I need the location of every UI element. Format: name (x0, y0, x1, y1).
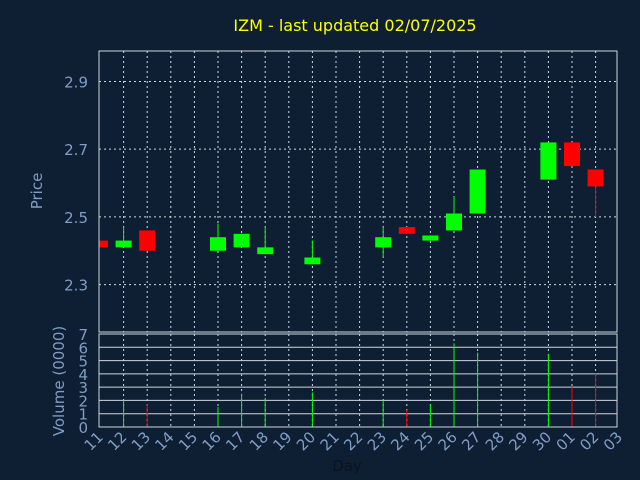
x-tick-label: 30 (529, 428, 555, 454)
candle-body (99, 240, 108, 248)
candle-18 (257, 227, 274, 255)
x-tick-label: 15 (175, 428, 201, 454)
candle-body (139, 230, 156, 251)
x-tick-label: 29 (505, 428, 531, 454)
candle-17 (233, 233, 250, 248)
candle-24 (398, 227, 415, 234)
candle-12 (115, 227, 132, 248)
x-tick-label: 14 (151, 428, 177, 454)
candle-body (422, 235, 439, 241)
volume-y-tick-label: 5 (78, 353, 88, 371)
candle-11 (99, 240, 108, 248)
price-plot-frame (98, 50, 618, 333)
candle-body (587, 169, 604, 187)
x-tick-label: 21 (317, 428, 343, 454)
price-y-tick-label: 2.3 (64, 277, 88, 295)
volume-y-tick-label: 1 (78, 406, 88, 424)
x-tick-label: 25 (411, 428, 437, 454)
x-tick-label: 26 (435, 428, 461, 454)
chart-title: IZM - last updated 02/07/2025 (233, 16, 476, 35)
x-axis-label: Day (332, 457, 362, 475)
candle-body (210, 237, 226, 251)
price-gridlines (99, 51, 617, 332)
x-tick-label: 01 (553, 428, 579, 454)
volume-plot-frame (98, 333, 618, 428)
candle-body (446, 213, 462, 231)
volume-y-axis-label: Volume (0000) (50, 326, 68, 436)
candle-23 (375, 227, 392, 258)
candle-30 (540, 142, 557, 180)
candle-body (398, 227, 415, 234)
candle-26 (446, 196, 462, 231)
candle-body (115, 240, 132, 248)
price-y-tick-label: 2.5 (64, 209, 88, 227)
candle-27 (469, 169, 486, 214)
x-tick-label: 17 (222, 428, 248, 454)
volume-y-tick-label: 6 (78, 339, 88, 357)
candle-20 (304, 240, 321, 265)
candle-body (564, 142, 580, 167)
volume-y-tick-label: 2 (78, 392, 88, 410)
volume-y-tick-label: 7 (78, 326, 88, 344)
price-y-tick-label: 2.9 (64, 73, 88, 91)
x-tick-label: 24 (387, 428, 413, 454)
volume-y-tick-label: 4 (78, 366, 88, 384)
x-tick-label: 16 (199, 428, 225, 454)
candle-body (304, 257, 321, 265)
price-candles (99, 142, 604, 265)
candle-body (540, 142, 557, 180)
volume-bars (123, 343, 597, 427)
candle-13 (139, 230, 156, 251)
x-tick-label: 03 (600, 428, 626, 454)
x-tick-label: 02 (576, 428, 602, 454)
price-y-tick-labels: 2.3 2.5 2.7 2.9 (64, 73, 88, 294)
x-tick-label: 13 (128, 428, 154, 454)
candle-body (233, 233, 250, 248)
x-tick-label: 18 (246, 428, 272, 454)
x-tick-label: 28 (482, 428, 508, 454)
candle-25 (422, 235, 439, 241)
x-tick-label: 27 (458, 428, 484, 454)
x-tick-label: 20 (293, 428, 319, 454)
candle-body (257, 247, 274, 255)
x-tick-label: 23 (364, 428, 390, 454)
x-tick-label: 12 (104, 428, 130, 454)
candle-02 (587, 169, 604, 217)
x-tick-label: 19 (269, 428, 295, 454)
volume-y-tick-label: 3 (78, 379, 88, 397)
price-y-axis-label: Price (28, 173, 46, 210)
candle-01 (564, 142, 580, 167)
x-tick-labels: 1112131415161718192021222324252627282930… (81, 428, 626, 454)
volume-y-tick-label: 0 (78, 419, 88, 437)
candle-body (375, 237, 392, 248)
price-y-tick-label: 2.7 (64, 141, 88, 159)
candle-16 (210, 223, 226, 251)
candle-body (469, 169, 486, 214)
volume-gridlines (99, 334, 617, 427)
x-tick-label: 22 (340, 428, 366, 454)
